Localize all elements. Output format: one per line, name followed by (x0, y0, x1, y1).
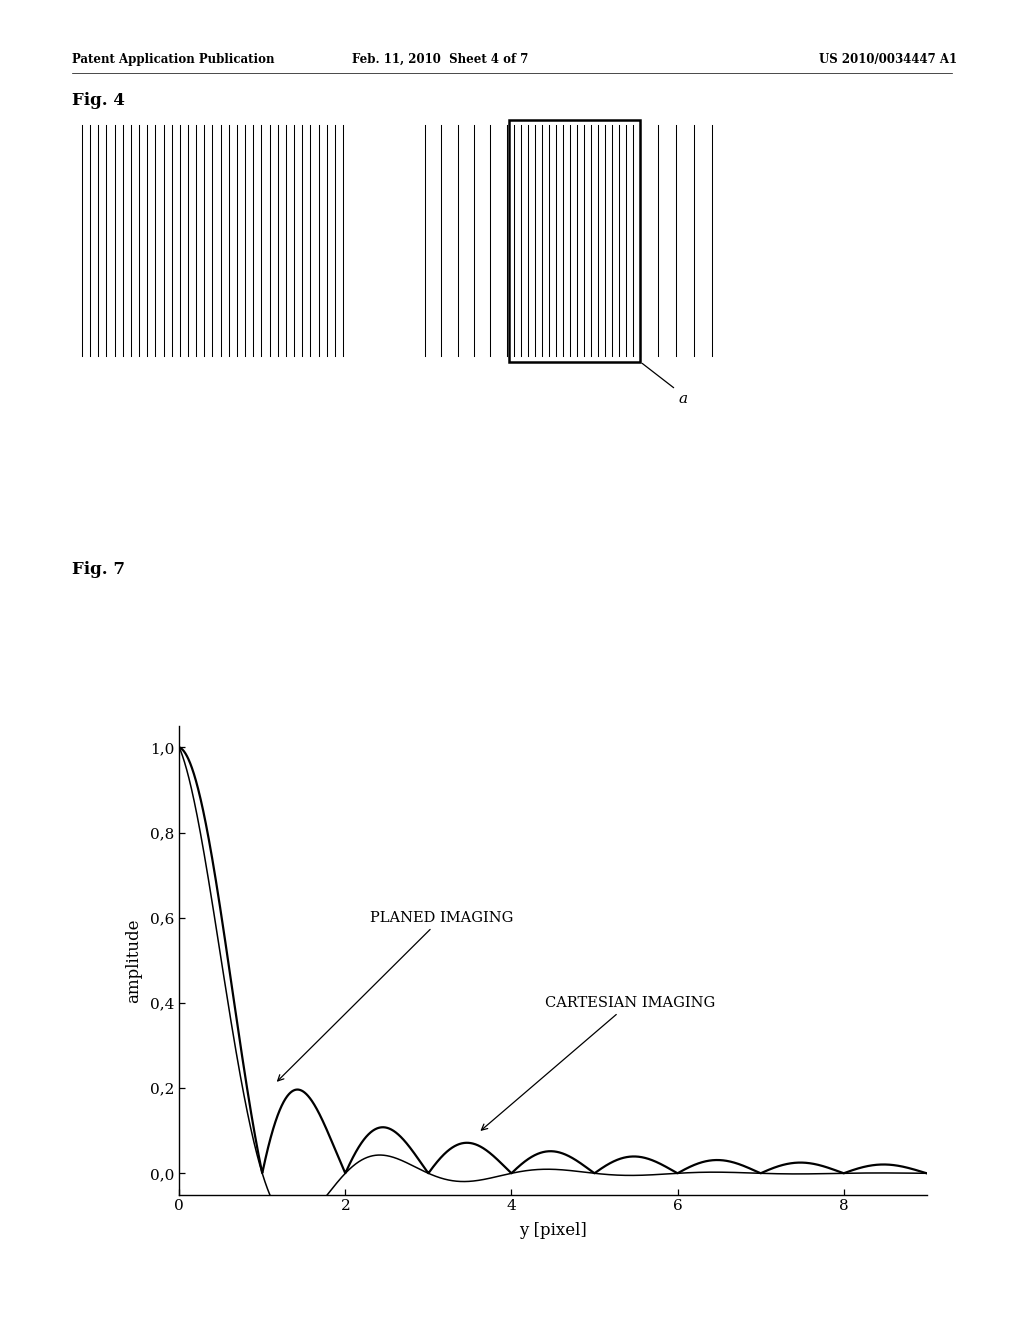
Text: PLANED IMAGING: PLANED IMAGING (278, 911, 514, 1081)
Text: a: a (679, 392, 688, 407)
Bar (509, 120, 640, 362)
Text: CARTESIAN IMAGING: CARTESIAN IMAGING (481, 995, 715, 1130)
Text: Patent Application Publication: Patent Application Publication (72, 53, 274, 66)
Text: Fig. 7: Fig. 7 (72, 561, 125, 578)
X-axis label: y [pixel]: y [pixel] (519, 1222, 587, 1238)
Text: US 2010/0034447 A1: US 2010/0034447 A1 (819, 53, 957, 66)
Text: Feb. 11, 2010  Sheet 4 of 7: Feb. 11, 2010 Sheet 4 of 7 (352, 53, 528, 66)
Y-axis label: amplitude: amplitude (125, 917, 141, 1003)
Text: Fig. 4: Fig. 4 (72, 92, 125, 110)
